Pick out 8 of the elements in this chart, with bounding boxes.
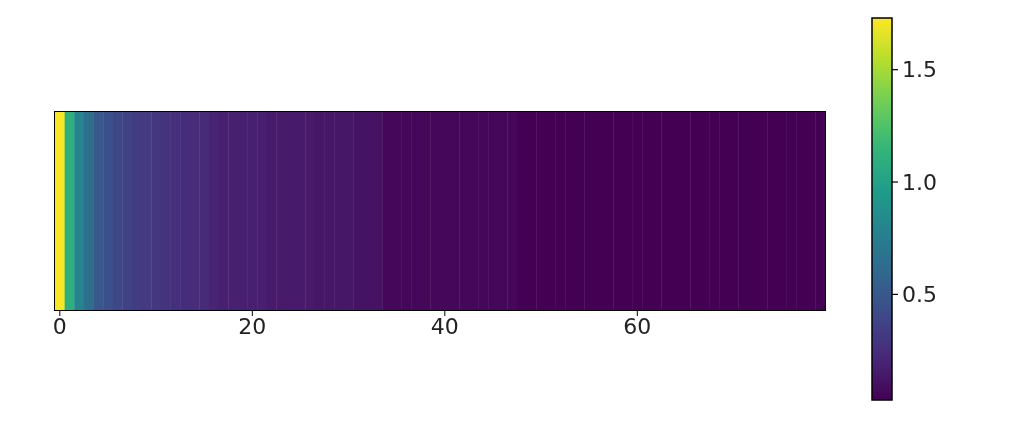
color-bar-label: 1.0 [902,169,937,195]
x-tick-label: 60 [623,313,652,339]
color-bar-label: 1.5 [902,57,937,83]
color-bar-label: 0.5 [902,281,937,307]
colorbar: 0.5 1.0 1.5 [860,0,1016,422]
x-tick-label: 0 [52,313,67,339]
x-tick-label: 40 [430,313,459,339]
x-tick-label: 20 [238,313,267,339]
